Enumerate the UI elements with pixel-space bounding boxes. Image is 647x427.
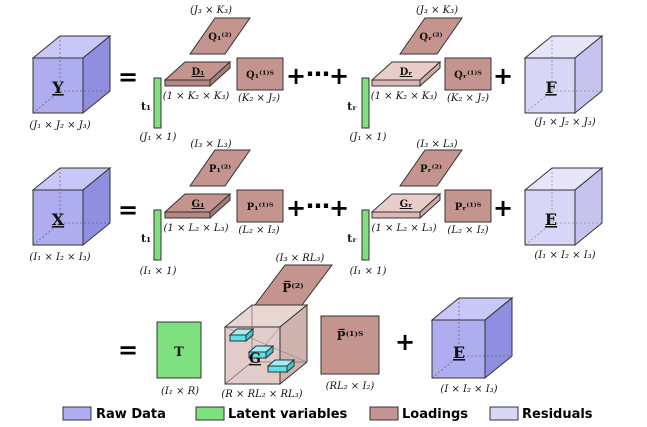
tensor-x-label: X (52, 210, 65, 229)
plus-sign-3: + (395, 328, 415, 356)
core-dr-dims: (1 × K₂ × K₃) (371, 91, 438, 102)
legend-residuals: Residuals (522, 407, 593, 422)
residual-f-dims: (J₁ × J₂ × J₃) (534, 117, 595, 128)
latent-tr-bar (361, 77, 370, 129)
tensor-y-cube: Y (J₁ × J₂ × J₃) (29, 34, 112, 131)
loading-q2-1 (189, 17, 251, 55)
tensor-y-dims: (J₁ × J₂ × J₃) (29, 120, 90, 131)
core-g1-slab: G₁ (163, 192, 232, 220)
p2-bar-dims: (I₃ × RL₃) (276, 253, 325, 264)
tensor-x-dims: (I₁ × I₂ × I₃) (29, 252, 90, 263)
latent-t1-label: t₁ (141, 100, 151, 113)
latent-matrix-t (156, 321, 202, 379)
row1: Y (J₁ × J₂ × J₃) = t₁ (J₁ × 1) (J₃ × K₃)… (29, 5, 604, 143)
plus-sign-1c: + (493, 62, 513, 90)
p2-1-label: P₁⁽²⁾ (209, 164, 231, 175)
plus-sign-2b: + (329, 194, 349, 222)
latent-tr-dims: (J₁ × 1) (350, 132, 387, 143)
latent-x-t1-dims: (I₁ × 1) (140, 266, 177, 277)
q2-r-dims: (J₃ × K₃) (416, 5, 458, 16)
core-d1-slab: D₁ (163, 60, 232, 88)
q2-1-dims: (J₃ × K₃) (190, 5, 232, 16)
p1-r-dims: (L₂ × I₂) (447, 225, 488, 236)
latent-t1-bar (153, 77, 162, 129)
legend: Raw Data Latent variables Loadings Resid… (62, 406, 593, 422)
tensor-x-cube: X (I₁ × I₂ × I₃) (29, 166, 112, 263)
dots-2: ⋯ (306, 192, 330, 220)
latent-matrix-t-dims: (I₁ × R) (161, 386, 199, 397)
core-gr-slab: Gᵣ (370, 192, 442, 220)
legend-swatch-residuals (489, 406, 519, 421)
residual-f-cube: F (J₁ × J₂ × J₃) (523, 34, 604, 128)
core-g1-dims: (1 × L₂ × L₃) (164, 223, 229, 234)
core-g-label: G (249, 351, 261, 367)
p2-bar-label: P̅⁽²⁾ (282, 279, 303, 295)
loading-p1-bar (320, 315, 380, 375)
plus-sign-1a: + (286, 62, 306, 90)
dots-1: ⋯ (306, 60, 330, 88)
row2: X (I₁ × I₂ × I₃) = t₁ (I₁ × 1) (I₃ × L₃)… (29, 139, 604, 277)
legend-swatch-raw (62, 406, 92, 421)
p2-r-dims: (I₃ × L₃) (416, 139, 457, 150)
loading-q2-r (399, 17, 463, 55)
q1-1-dims: (K₂ × J₂) (238, 93, 280, 104)
equals-sign-3: = (118, 336, 138, 364)
core-d1-dims: (1 × K₂ × K₃) (163, 91, 230, 102)
plus-sign-2a: + (286, 194, 306, 222)
p2-r-label: Pᵣ⁽²⁾ (420, 164, 442, 175)
core-dr-label: Dᵣ (400, 67, 413, 78)
loading-q1-r (444, 57, 492, 91)
equals-sign-2: = (118, 196, 138, 224)
residual-e-dims: (I₁ × I₂ × I₃) (534, 250, 595, 261)
latent-x-t1-bar (153, 209, 162, 261)
row3: = T (I₁ × R) (I₃ × RL₃) P̅⁽²⁾ (118, 253, 514, 400)
loading-p2-1 (189, 149, 251, 187)
residual-e-cube: E (I₁ × I₂ × I₃) (523, 166, 604, 261)
core-d1-label: D₁ (191, 67, 204, 78)
residual-f-label: F (545, 78, 557, 97)
p1-1-dims: (L₂ × I₂) (238, 225, 279, 236)
core-g1-label: G₁ (192, 199, 205, 210)
residual-e-cube-3: E (I × I₂ × I₃) (430, 296, 514, 395)
tensor-y-label: Y (51, 78, 64, 97)
p1-bar-label: P̅⁽¹⁾ᵀ (337, 327, 364, 343)
loading-p1-r (444, 189, 492, 223)
core-g-cube: G (223, 303, 309, 386)
latent-x-t1-label: t₁ (141, 232, 151, 245)
p2-1-dims: (I₃ × L₃) (190, 139, 231, 150)
legend-latent: Latent variables (228, 407, 348, 422)
core-gr-dims: (1 × L₂ × L₃) (372, 223, 437, 234)
latent-t1-dims: (J₁ × 1) (140, 132, 177, 143)
loading-q1-1 (236, 57, 284, 91)
legend-swatch-loadings (369, 406, 399, 421)
loading-p1-1 (236, 189, 284, 223)
q1-1-label: Q₁⁽¹⁾ᵀ (246, 70, 274, 81)
q2-r-label: Qᵣ⁽²⁾ (419, 32, 442, 43)
plus-sign-1b: + (329, 62, 349, 90)
core-g-dims: (R × RL₂ × RL₃) (221, 389, 302, 400)
latent-x-tr-dims: (I₁ × 1) (350, 266, 387, 277)
plus-sign-2c: + (493, 194, 513, 222)
p1-bar-dims: (RL₂ × I₂) (326, 381, 375, 392)
residual-e-label: E (545, 210, 557, 229)
equals-sign-1: = (118, 63, 138, 91)
latent-x-tr-label: tᵣ (347, 232, 357, 245)
q1-r-dims: (K₂ × J₂) (447, 93, 489, 104)
latent-x-tr-bar (361, 209, 370, 261)
legend-loadings: Loadings (402, 407, 468, 422)
residual-e3-dims: (I × I₂ × I₃) (440, 384, 497, 395)
core-gr-label: Gᵣ (400, 199, 413, 210)
residual-e3-label: E (453, 343, 465, 362)
core-dr-slab: Dᵣ (370, 60, 442, 88)
legend-raw: Raw Data (96, 407, 166, 422)
p1-r-label: Pᵣ⁽¹⁾ᵀ (455, 202, 482, 213)
q2-1-label: Q₁⁽²⁾ (208, 32, 231, 43)
latent-tr-label: tᵣ (347, 100, 357, 113)
legend-swatch-latent (195, 406, 225, 421)
q1-r-label: Qᵣ⁽¹⁾ᵀ (454, 70, 482, 81)
p1-1-label: P₁⁽¹⁾ᵀ (247, 202, 274, 213)
latent-matrix-t-label: T (174, 345, 184, 360)
loading-p2-r (399, 149, 463, 187)
